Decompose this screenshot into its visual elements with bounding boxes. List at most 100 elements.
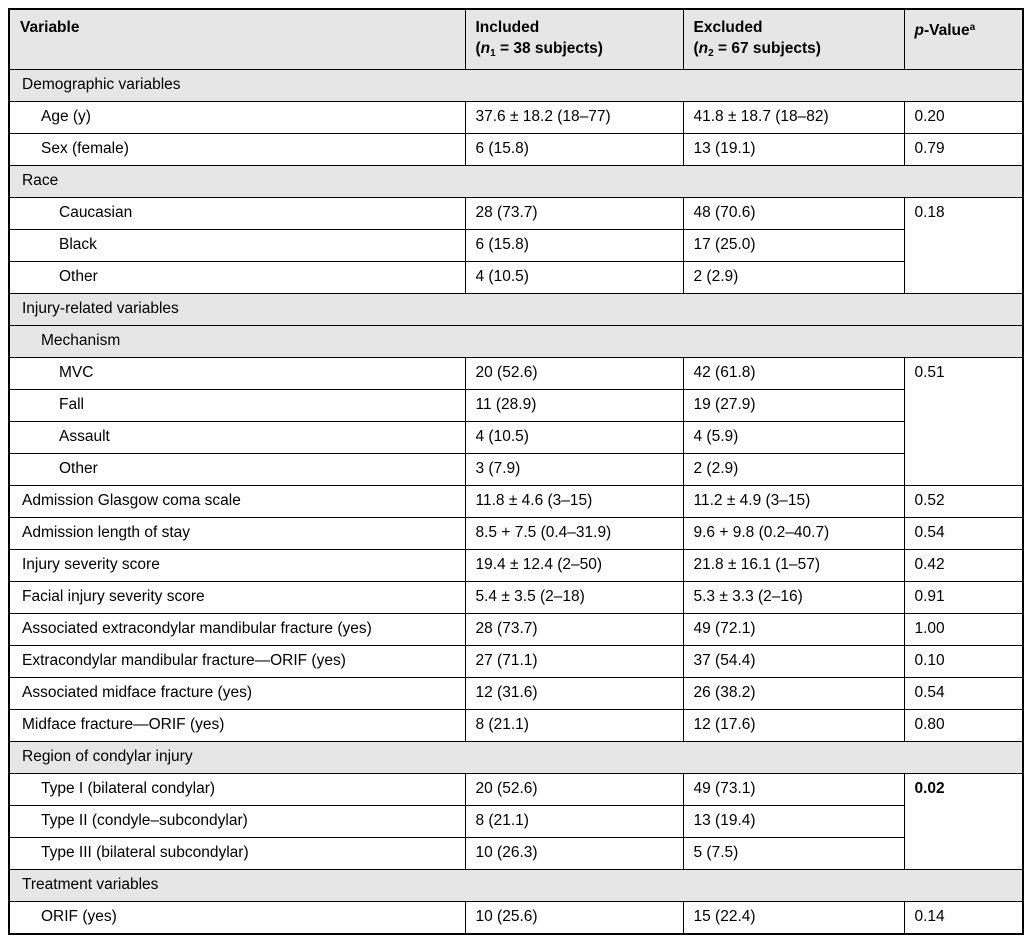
pvalue-cell: 0.18 [903,197,1024,294]
pvalue-cell: 0.52 [903,485,1024,518]
table-row: Midface fracture—ORIF (yes) 8 (21.1) 12 (1… [8,709,1024,742]
included-value-cell: 20 (52.6) [464,357,684,390]
variable-label-cell: Black [8,229,466,262]
table-row: Type I (bilateral condylar) 20 (52.6) 49 (… [8,773,1024,870]
included-value-cell: 19.4 ± 12.4 (2–50) [464,549,684,582]
variable-label-cell: Admission Glasgow coma scale [8,485,466,518]
included-value-cell: 8 (21.1) [464,805,684,838]
table-row: Admission Glasgow coma scale 11.8 ± 4.6 (… [8,485,1024,518]
variable-label-cell: Midface fracture—ORIF (yes) [8,709,466,742]
included-value-cell: 12 (31.6) [464,677,684,710]
table-row: Other 4 (10.5) 2 (2.9) [8,261,1023,294]
table-row: Assault 4 (10.5) 4 (5.9) [8,421,1023,454]
excluded-value-cell: 12 (17.6) [682,709,905,742]
included-value-cell: 6 (15.8) [464,229,684,262]
col-header-pvalue: p-Valuea [903,8,1024,70]
table-row: Injury severity score 19.4 ± 12.4 (2–50) 2… [8,549,1024,582]
table-row: Sex (female) 6 (15.8) 13 (19.1) 0.79 [8,133,1024,166]
section-row: Mechanism [8,325,1024,358]
table-row: Extracondylar mandibular fracture—ORIF (… [8,645,1024,678]
excluded-value-cell: 17 (25.0) [682,229,905,262]
excluded-value-cell: 11.2 ± 4.9 (3–15) [682,485,905,518]
excluded-value-cell: 5.3 ± 3.3 (2–16) [682,581,905,614]
excluded-value-cell: 21.8 ± 16.1 (1–57) [682,549,905,582]
section-label: Race [8,165,1024,198]
variable-label-cell: Assault [8,421,466,454]
excluded-value-cell: 15 (22.4) [682,901,905,935]
section-label: Region of condylar injury [8,741,1024,774]
pvalue-cell: 0.20 [903,101,1024,134]
excluded-value-cell: 41.8 ± 18.7 (18–82) [682,101,905,134]
variable-label-cell: ORIF (yes) [8,901,466,935]
table-row: Type II (condyle–subcondylar) 8 (21.1) 13 … [8,805,1023,838]
pvalue-cell: 0.54 [903,517,1024,550]
variable-label-cell: Sex (female) [8,133,466,166]
included-value-cell: 6 (15.8) [464,133,684,166]
pvalue-cell: 1.00 [903,613,1024,646]
table-row: Age (y) 37.6 ± 18.2 (18–77) 41.8 ± 18.7 (1… [8,101,1024,134]
variable-label-cell: Associated midface fracture (yes) [8,677,466,710]
table-row: Associated midface fracture (yes) 12 (31.… [8,677,1024,710]
included-value-cell: 8.5 + 7.5 (0.4–31.9) [464,517,684,550]
table-row: Other 3 (7.9) 2 (2.9) [8,453,1023,486]
section-label: Mechanism [8,325,1024,358]
pvalue-cell: 0.02 [903,773,1024,870]
col-header-variable-label: Variable [20,19,80,36]
included-value-cell: 11.8 ± 4.6 (3–15) [464,485,684,518]
table-row: MVC 20 (52.6) 42 (61.8) 0.51 [8,357,1024,486]
section-row: Treatment variables [8,869,1024,902]
included-value-cell: 28 (73.7) [464,197,684,230]
excluded-value-cell: 13 (19.4) [682,805,905,838]
variable-label-cell: Other [8,261,466,294]
excluded-value-cell: 49 (73.1) [682,773,905,806]
section-row: Injury-related variables [8,293,1024,326]
variable-label-cell: Other [8,453,466,486]
variable-label-cell: Type III (bilateral subcondylar) [8,837,466,870]
excluded-value-cell: 19 (27.9) [682,389,905,422]
col-header-excluded: Excluded (n2 = 67 subjects) [682,8,905,70]
included-value-cell: 11 (28.9) [464,389,684,422]
section-label: Injury-related variables [8,293,1024,326]
included-value-cell: 10 (26.3) [464,837,684,870]
table-body: Demographic variables Age (y) 37.6 ± 18.2 … [8,69,1024,935]
included-value-cell: 20 (52.6) [464,773,684,806]
excluded-value-cell: 9.6 + 9.8 (0.2–40.7) [682,517,905,550]
pvalue-cell: 0.79 [903,133,1024,166]
excluded-value-cell: 48 (70.6) [682,197,905,230]
variable-label-cell: MVC [8,357,466,390]
section-label: Treatment variables [8,869,1024,902]
variable-label-cell: Age (y) [8,101,466,134]
pvalue-cell: 0.91 [903,581,1024,614]
included-value-cell: 5.4 ± 3.5 (2–18) [464,581,684,614]
pvalue-cell: 0.54 [903,677,1024,710]
excluded-value-cell: 13 (19.1) [682,133,905,166]
table-row: Fall 11 (28.9) 19 (27.9) [8,389,1023,422]
table-row: Admission length of stay 8.5 + 7.5 (0.4–3… [8,517,1024,550]
variable-label-cell: Type II (condyle–subcondylar) [8,805,466,838]
section-row: Race [8,165,1024,198]
table-row: ORIF (yes) 10 (25.6) 15 (22.4) 0.14 [8,901,1024,935]
header-row: Variable Included (n1 = 38 subjects) Exc… [8,8,1024,70]
table-row: Associated extracondylar mandibular frac… [8,613,1024,646]
col-header-included: Included (n1 = 38 subjects) [464,8,684,70]
demographics-comparison-table: Variable Included (n1 = 38 subjects) Exc… [8,8,1024,935]
table-row: Caucasian 28 (73.7) 48 (70.6) 0.18 [8,197,1024,294]
included-value-cell: 10 (25.6) [464,901,684,935]
included-value-cell: 37.6 ± 18.2 (18–77) [464,101,684,134]
included-value-cell: 27 (71.1) [464,645,684,678]
section-row: Demographic variables [8,69,1024,102]
variable-label-cell: Extracondylar mandibular fracture—ORIF (… [8,645,466,678]
variable-label-cell: Injury severity score [8,549,466,582]
footnote-marker: a [969,22,976,33]
pvalue-cell: 0.14 [903,901,1024,935]
excluded-value-cell: 2 (2.9) [682,261,905,294]
variable-label-cell: Admission length of stay [8,517,466,550]
included-value-cell: 3 (7.9) [464,453,684,486]
excluded-value-cell: 42 (61.8) [682,357,905,390]
pvalue-cell: 0.42 [903,549,1024,582]
excluded-value-cell: 4 (5.9) [682,421,905,454]
excluded-value-cell: 2 (2.9) [682,453,905,486]
variable-label-cell: Associated extracondylar mandibular frac… [8,613,466,646]
excluded-value-cell: 49 (72.1) [682,613,905,646]
